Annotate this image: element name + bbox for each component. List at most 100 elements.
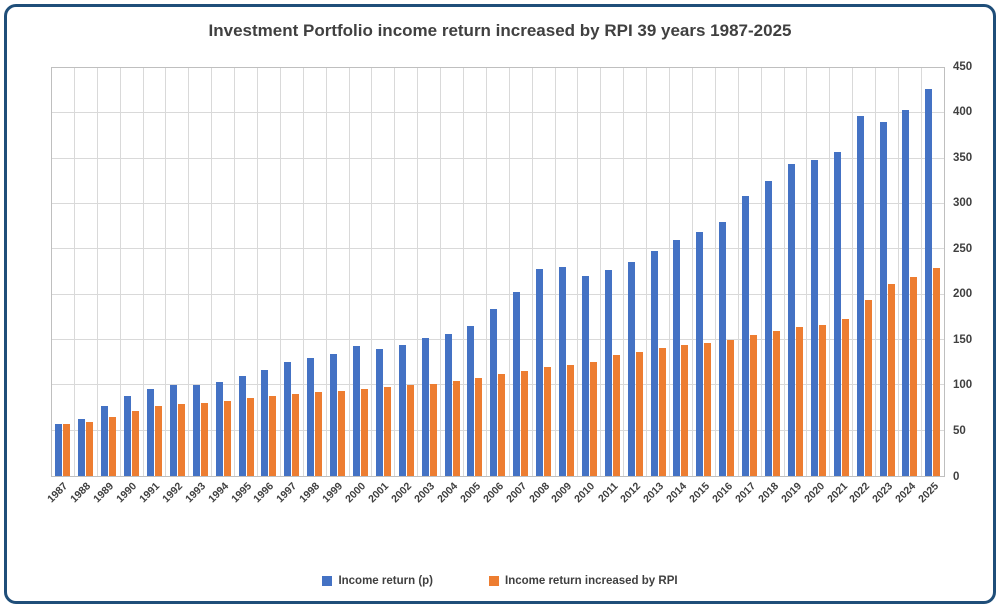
bar-2005 — [467, 326, 475, 476]
category-1989 — [98, 68, 121, 476]
bar-1987 — [63, 424, 71, 476]
bar-2024 — [902, 109, 910, 476]
gridline-horizontal — [52, 203, 944, 205]
bar-2018 — [773, 330, 781, 476]
bar-2007 — [521, 370, 529, 476]
bar-1997 — [284, 361, 292, 476]
bar-2003 — [429, 383, 437, 476]
bar-2017 — [742, 195, 750, 476]
bar-2019 — [787, 164, 795, 476]
x-tick-label: 2014 — [664, 480, 690, 506]
category-2007 — [510, 68, 533, 476]
x-tick-label: 2019 — [778, 480, 804, 506]
bar-2009 — [559, 266, 567, 476]
bar-2021 — [841, 319, 849, 476]
bar-1988 — [86, 421, 94, 476]
x-tick-label: 1999 — [320, 480, 346, 506]
bar-2008 — [536, 269, 544, 476]
x-tick-label: 2025 — [916, 480, 942, 506]
bar-2023 — [887, 283, 895, 476]
gridline-horizontal — [52, 339, 944, 341]
bar-2016 — [719, 222, 727, 476]
y-tick-label: 100 — [953, 379, 973, 392]
x-tick-label: 2000 — [343, 480, 369, 506]
category-2021 — [830, 68, 854, 476]
bar-1993 — [200, 402, 208, 476]
legend: Income return (p) Income return increase… — [7, 575, 993, 587]
gridline-horizontal — [52, 384, 944, 386]
category-2024 — [899, 68, 922, 476]
category-1993 — [189, 68, 213, 476]
category-1991 — [144, 68, 167, 476]
y-tick-label: 0 — [953, 470, 960, 483]
x-tick-label: 2011 — [595, 480, 621, 505]
category-2000 — [350, 68, 373, 476]
y-tick-label: 200 — [953, 288, 973, 301]
category-2020 — [807, 68, 831, 476]
bar-2004 — [452, 380, 460, 476]
category-1995 — [235, 68, 259, 476]
category-2006 — [487, 68, 510, 476]
gridline-horizontal — [52, 112, 944, 114]
category-1987 — [52, 68, 75, 476]
x-tick-label: 2015 — [687, 480, 713, 506]
bar-2013 — [650, 251, 658, 476]
bars-container — [52, 68, 944, 476]
legend-label-income-return: Income return (p) — [338, 575, 433, 587]
y-tick-label: 300 — [953, 196, 973, 209]
bar-1997 — [292, 394, 300, 476]
x-tick-label: 1993 — [182, 480, 208, 506]
bar-1989 — [101, 406, 109, 476]
bar-1996 — [261, 369, 269, 476]
chart-title: Investment Portfolio income return incre… — [208, 21, 792, 40]
x-tick-label: 2003 — [412, 480, 438, 506]
x-tick-label: 2016 — [710, 480, 736, 506]
bar-2002 — [398, 344, 406, 476]
bar-1998 — [307, 358, 315, 476]
bar-2008 — [544, 367, 552, 476]
category-1992 — [166, 68, 190, 476]
bar-1998 — [315, 391, 323, 476]
bar-1992 — [169, 385, 177, 476]
bar-1991 — [155, 406, 162, 476]
bar-1994 — [223, 400, 231, 476]
bar-2017 — [750, 335, 758, 476]
bar-2001 — [383, 387, 391, 476]
bar-2014 — [681, 344, 689, 476]
category-2015 — [693, 68, 716, 476]
gridline-horizontal — [52, 293, 944, 295]
bar-2015 — [704, 342, 712, 476]
x-tick-label: 1988 — [68, 480, 94, 506]
bar-2022 — [864, 300, 872, 476]
bar-2022 — [856, 116, 864, 476]
x-axis: 1987 1988 1989 1990 1991 1992 1993 1994 1995 1996… — [45, 477, 945, 525]
bar-2021 — [833, 152, 841, 476]
y-tick-label: 450 — [953, 60, 973, 73]
x-tick-label: 1997 — [274, 480, 300, 506]
y-tick-label: 400 — [953, 105, 973, 118]
x-tick-label: 2005 — [457, 480, 483, 506]
bar-1989 — [109, 417, 117, 476]
legend-label-rpi: Income return increased by RPI — [505, 575, 678, 587]
bar-2020 — [810, 159, 818, 476]
bar-1996 — [269, 396, 277, 476]
bar-2015 — [696, 232, 704, 476]
x-tick-label: 1991 — [136, 480, 162, 506]
category-2018 — [762, 68, 785, 476]
bar-2012 — [635, 351, 643, 476]
bar-2003 — [421, 338, 429, 476]
y-tick-label: 350 — [953, 151, 973, 164]
x-tick-label: 1998 — [297, 480, 323, 506]
category-2009 — [556, 68, 579, 476]
x-tick-label: 2004 — [434, 480, 460, 506]
gridline-horizontal — [52, 429, 944, 431]
category-2019 — [785, 68, 808, 476]
x-tick-label: 2001 — [366, 480, 392, 506]
category-1997 — [281, 68, 304, 476]
category-2023 — [876, 68, 899, 476]
legend-swatch-income-return — [322, 576, 333, 586]
x-tick-label: 2018 — [755, 480, 781, 506]
bar-2005 — [475, 378, 483, 476]
bar-2023 — [879, 122, 887, 476]
legend-swatch-rpi — [489, 576, 499, 586]
